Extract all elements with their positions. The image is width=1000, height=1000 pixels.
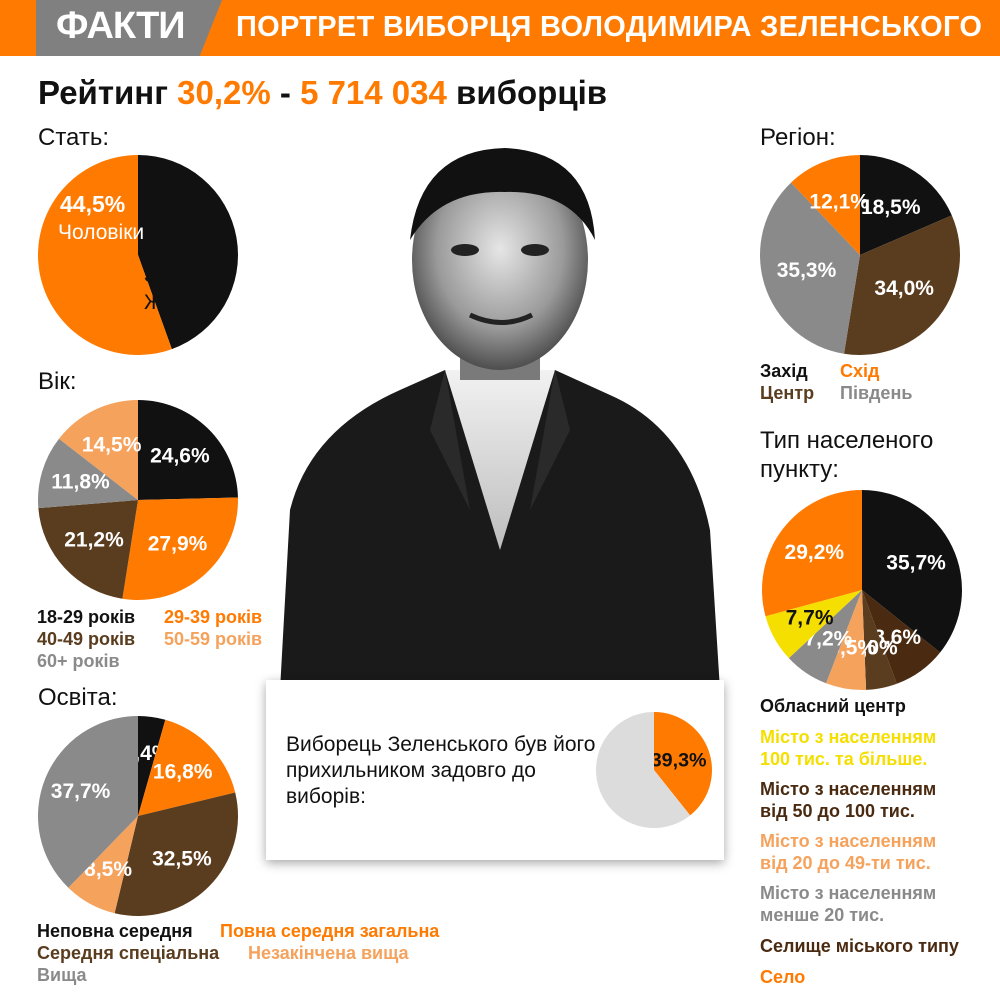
supporter-slice-1 (596, 712, 691, 828)
settlement-legend-city-20-49k: Місто з населенням від 20 до 49-ти тис. (760, 831, 937, 873)
education-slice-label-1: 16,8% (153, 761, 213, 784)
age-legend-40-49: 40-49 років (37, 629, 136, 649)
region-slice-1 (844, 215, 960, 355)
region-slice-label-2: 35,3% (777, 259, 837, 282)
region-slice-label-1: 34,0% (874, 277, 934, 300)
settlement-legend-village: Село (760, 967, 806, 987)
settlement-legend-regional-center: Обласний центр (760, 696, 906, 716)
region-slice-label-0: 18,5% (861, 196, 921, 219)
gender-pie (37, 155, 238, 355)
brand-logo-text: ФАКТИ (56, 5, 186, 47)
gender-slice-0 (138, 155, 238, 350)
education-title: Освіта: (38, 684, 118, 711)
brand-logo[interactable]: ФАКТИ (36, 0, 222, 56)
education-slice-label-2: 32,5% (152, 847, 212, 870)
settlement-slice-4 (788, 590, 862, 684)
age-slice-label-3: 11,8% (51, 470, 110, 493)
supporter-callout-text: Виборець Зеленського був його прихильник… (286, 733, 596, 808)
education-slice-4 (38, 716, 138, 888)
region-legend-west: Захід (760, 361, 808, 381)
education-slice-3 (68, 816, 138, 914)
rating-line: Рейтинг 30,2% - 5 714 034 виборців (38, 74, 607, 112)
age-legend-50-59: 50-59 років (164, 629, 263, 649)
settlement-title: Тип населеного пункту: (760, 427, 934, 483)
education-pie: 4,4%16,8%32,5%8,5%37,7% (38, 716, 238, 916)
settlement-slice-label-0: 35,7% (886, 552, 946, 575)
age-slice-label-2: 21,2% (64, 528, 124, 551)
settlement-slice-label-1: 8,6% (873, 626, 921, 649)
education-slice-2 (114, 792, 238, 916)
gender-female-name: Жінки (144, 291, 201, 314)
education-slice-label-3: 8,5% (84, 858, 132, 881)
rating-dash: - (279, 74, 291, 111)
settlement-slice-label-4: 7,2% (804, 627, 852, 650)
age-slice-1 (122, 497, 238, 600)
education-legend-incomplete-higher: Незакінчена вища (248, 943, 409, 963)
settlement-legend-city-100k: Місто з населенням 100 тис. та більше. (760, 727, 937, 769)
rating-count: 5 714 034 (300, 74, 447, 111)
settlement-slice-2 (862, 590, 897, 690)
gender-title: Стать: (38, 124, 110, 151)
settlement-legend-urban-village: Селище міського типу (760, 936, 959, 956)
gender-male-name: Чоловіки (58, 221, 145, 244)
region-slice-2 (760, 182, 860, 354)
settlement-slice-6 (762, 490, 862, 617)
region-legend-east: Схід (840, 361, 880, 381)
education-slice-0 (138, 716, 166, 816)
region-slice-label-3: 12,1% (809, 191, 869, 214)
age-slice-4 (58, 400, 138, 500)
supporter-pie: 39,3% (596, 712, 712, 828)
region-slice-0 (860, 155, 952, 255)
region-pie: 18,5% 34,0% 35,3% 12,1% (760, 155, 960, 355)
header-bar: ФАКТИ ПОРТРЕТ ВИБОРЦЯ ВОЛОДИМИРА ЗЕЛЕНСЬ… (0, 0, 1000, 56)
age-slice-label-4: 14,5% (82, 434, 142, 457)
age-legend-29-39: 29-39 років (164, 607, 263, 627)
rating-percent: 30,2% (177, 74, 271, 111)
region-legend-south: Південь (840, 383, 913, 403)
page-title: ПОРТРЕТ ВИБОРЦЯ ВОЛОДИМИРА ЗЕЛЕНСЬКОГО (236, 11, 983, 43)
gender-slice-1 (37, 155, 172, 355)
gender-male-value: 44,5% (60, 191, 126, 217)
settlement-legend-city-under-20k: Місто з населенням менше 20 тис. (760, 883, 937, 925)
settlement-slice-1 (862, 590, 941, 684)
age-slice-0 (138, 400, 238, 500)
education-slice-1 (138, 719, 236, 816)
supporter-slice-0 (654, 712, 712, 816)
settlement-slice-3 (826, 590, 867, 690)
age-slice-3 (38, 438, 138, 509)
age-legend-60plus: 60+ років (37, 651, 120, 671)
settlement-legend-city-50-100k: Місто з населенням від 50 до 100 тис. (760, 779, 937, 821)
settlement-slice-label-5: 7,7% (786, 607, 834, 630)
region-legend-center: Центр (760, 383, 815, 403)
age-slice-label-1: 27,9% (148, 533, 208, 556)
education-legend-full-secondary: Повна середня загальна (220, 921, 440, 941)
settlement-slice-label-6: 29,2% (785, 541, 845, 564)
region-slice-3 (791, 155, 860, 255)
age-title: Вік: (38, 368, 77, 395)
rating-prefix: Рейтинг (38, 74, 168, 111)
rating-suffix: виборців (456, 74, 608, 111)
region-title: Регіон: (760, 124, 836, 151)
age-pie: 24,6% 27,9% 21,2% 11,8% 14,5% (38, 400, 238, 600)
education-legend-specialized-secondary: Середня спеціальна (37, 943, 220, 963)
candidate-photo (280, 148, 720, 690)
supporter-callout: Виборець Зеленського був його прихильник… (266, 680, 724, 860)
education-slice-label-4: 37,7% (51, 780, 111, 803)
settlement-slice-5 (765, 590, 862, 659)
age-slice-2 (38, 500, 139, 599)
gender-female-value: 55,5% (144, 261, 210, 287)
education-legend-higher: Вища (37, 965, 87, 985)
settlement-slice-0 (862, 490, 962, 653)
supporter-slice-label-0: 39,3% (651, 750, 707, 772)
education-legend-incomplete-secondary: Неповна середня (37, 921, 193, 941)
settlement-pie: 35,7%8,6%5,0%6,5%7,2%7,7%29,2% (762, 490, 962, 690)
age-slice-label-0: 24,6% (150, 445, 210, 468)
age-legend-18-29: 18-29 років (37, 607, 136, 627)
